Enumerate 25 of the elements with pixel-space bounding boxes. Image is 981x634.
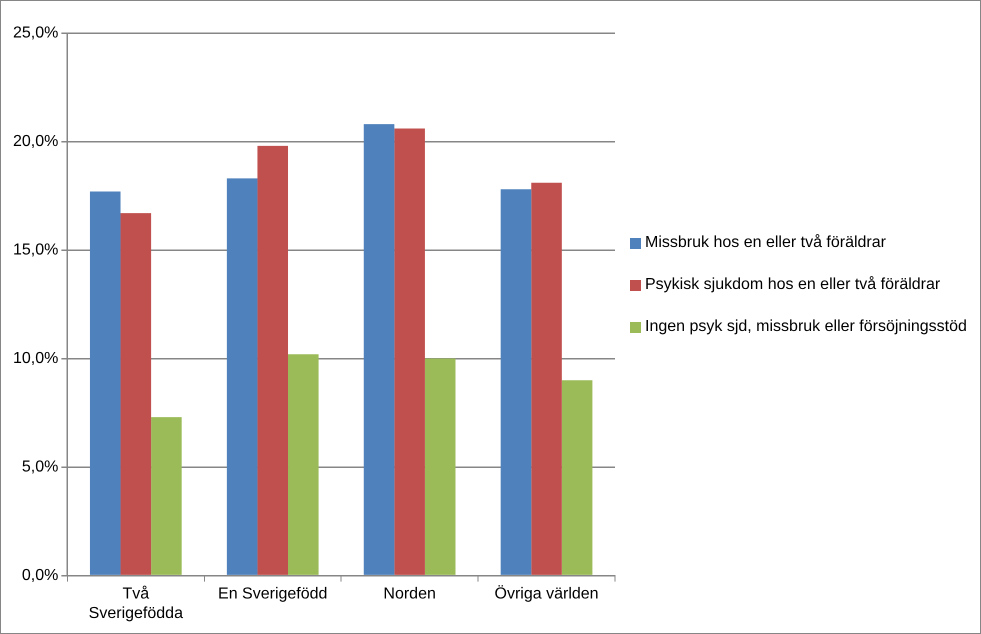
- x-tick-label: En Sverigefödd: [218, 586, 328, 603]
- bar: [257, 146, 288, 575]
- legend-label: Ingen psyk sjd, missbruk eller försöjningsstöd: [645, 317, 967, 337]
- bar: [226, 178, 258, 575]
- y-tick-label: 0,0%: [22, 567, 58, 584]
- y-tick-label: 5,0%: [22, 458, 58, 476]
- bar: [394, 128, 425, 575]
- y-tick-label: 15,0%: [12, 241, 58, 258]
- y-tick-label: 25,0%: [12, 24, 58, 42]
- y-tick-label: 20,0%: [12, 132, 58, 150]
- legend-label: Missbruk hos en eller två föräldrar: [645, 233, 886, 253]
- bar: [531, 182, 562, 575]
- bar: [90, 191, 121, 575]
- bar: [562, 380, 592, 575]
- bar: [500, 189, 532, 575]
- y-tick-label: 10,0%: [12, 350, 58, 367]
- bar: [288, 354, 319, 575]
- legend-label: Psykisk sjukdom hos en eller två föräldrar: [645, 275, 940, 295]
- bar: [364, 124, 394, 575]
- x-tick-label: Norden: [383, 586, 436, 603]
- x-tick-label: Övriga världen: [494, 584, 599, 603]
- x-tick-label: Två Sverigefödda: [88, 586, 184, 622]
- bar: [120, 213, 152, 575]
- bar: [151, 417, 182, 575]
- bar: [424, 358, 456, 575]
